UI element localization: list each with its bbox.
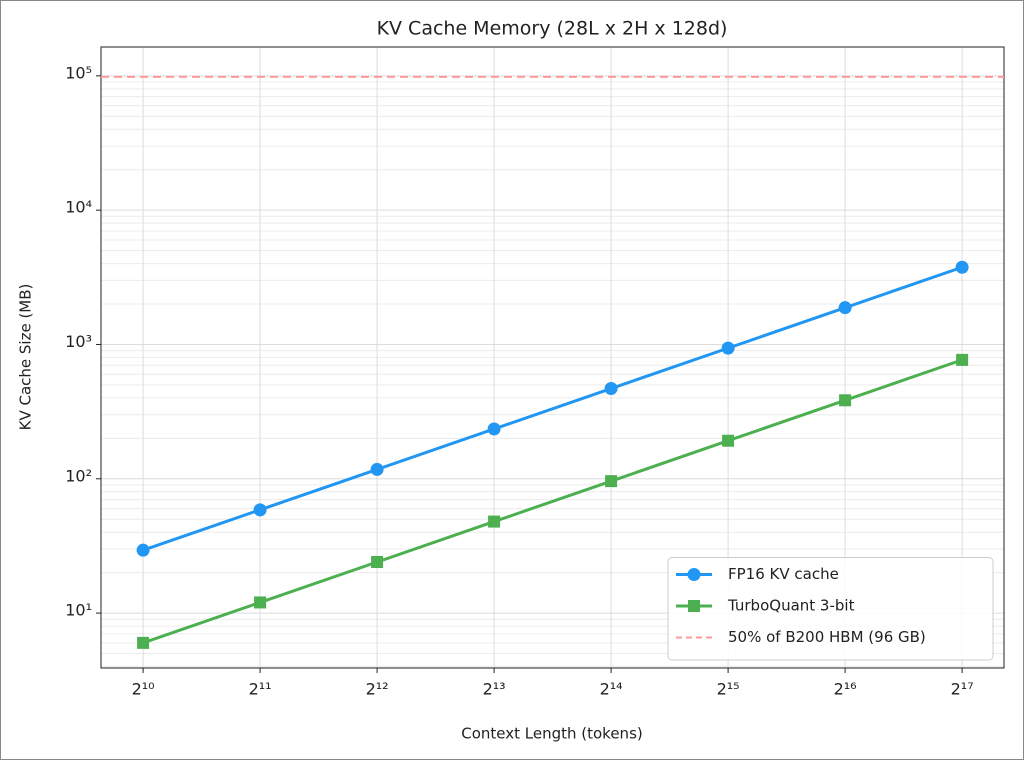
marker xyxy=(721,341,735,355)
y-tick-label: 10⁵ xyxy=(65,63,92,82)
marker xyxy=(688,600,700,612)
legend-label: FP16 KV cache xyxy=(728,565,839,583)
x-tick-label: 2¹³ xyxy=(483,680,506,699)
marker xyxy=(956,353,969,366)
x-tick-label: 2¹⁶ xyxy=(834,680,857,699)
legend-box xyxy=(667,557,994,661)
plot-frame xyxy=(100,46,1005,669)
x-tick-label: 2¹⁰ xyxy=(132,680,155,699)
x-tick-label: 2¹¹ xyxy=(249,680,272,699)
y-tick-label: 10⁴ xyxy=(65,198,92,217)
marker xyxy=(838,301,852,315)
marker xyxy=(839,394,852,407)
marker xyxy=(722,434,735,447)
marker xyxy=(605,475,618,488)
y-axis-label: KV Cache Size (MB) xyxy=(17,284,35,431)
y-tick-label: 10¹ xyxy=(65,601,92,620)
chart-title: KV Cache Memory (28L x 2H x 128d) xyxy=(377,18,728,40)
marker xyxy=(604,382,618,396)
x-axis-label: Context Length (tokens) xyxy=(461,725,643,743)
x-tick-label: 2¹⁵ xyxy=(717,680,740,699)
y-tick-label: 10³ xyxy=(65,332,92,351)
marker xyxy=(254,596,267,609)
marker xyxy=(136,543,150,557)
marker xyxy=(137,636,150,649)
y-tick-label: 10² xyxy=(65,466,92,485)
marker xyxy=(370,462,384,476)
series-line xyxy=(142,265,963,552)
series-line xyxy=(142,358,963,645)
marker xyxy=(371,556,384,569)
marker xyxy=(687,568,701,581)
x-tick-label: 2¹⁴ xyxy=(600,680,623,699)
marker xyxy=(253,503,267,517)
marker xyxy=(955,260,969,274)
x-tick-label: 2¹⁷ xyxy=(951,680,974,699)
legend-label: TurboQuant 3-bit xyxy=(727,597,855,615)
marker xyxy=(487,422,501,436)
marker xyxy=(488,515,501,528)
x-tick-label: 2¹² xyxy=(366,680,389,699)
legend-label: 50% of B200 HBM (96 GB) xyxy=(728,628,926,646)
